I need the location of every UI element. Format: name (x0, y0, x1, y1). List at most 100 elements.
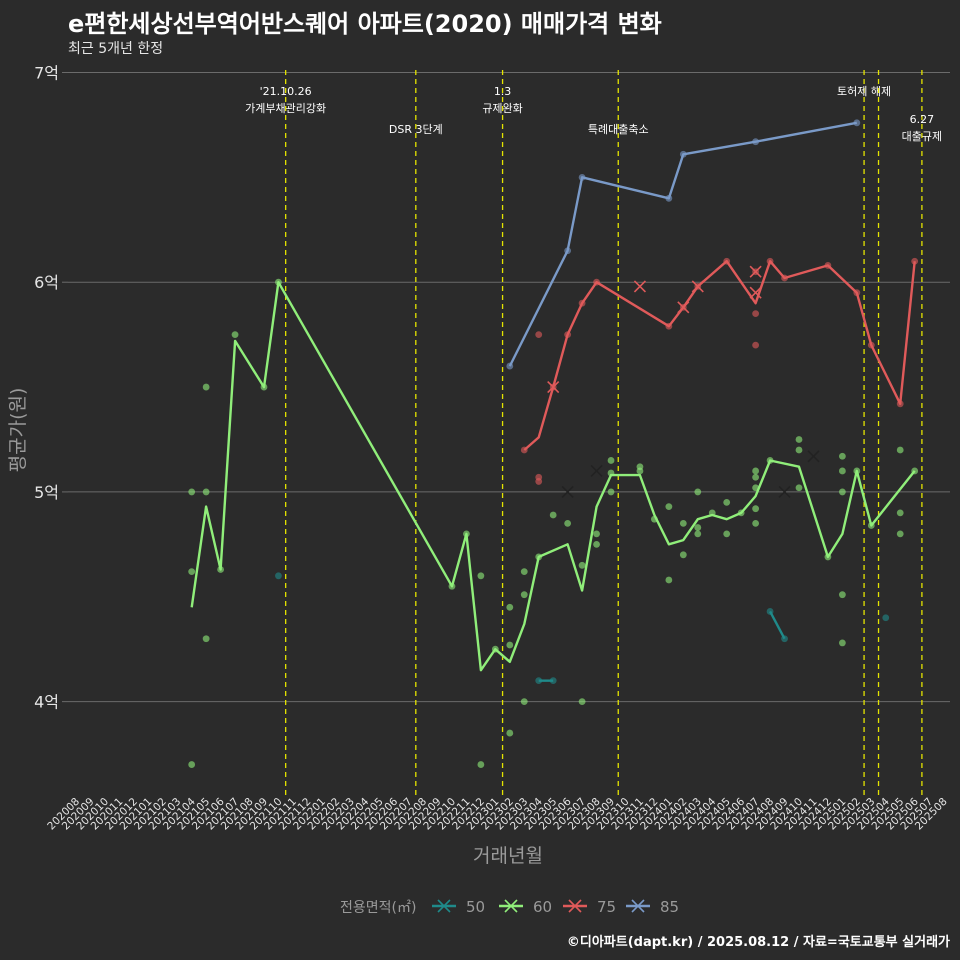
data-point-60 (549, 511, 557, 519)
cancel-marker-75 (749, 265, 762, 278)
chart-title: e편한세상선부역어반스퀘어 아파트(2020) 매매가격 변화 (68, 10, 662, 38)
series-line-75 (523, 260, 916, 451)
data-point-60 (188, 568, 196, 576)
data-point-60 (679, 551, 687, 559)
cancel-marker-75 (677, 301, 690, 314)
grid-lines (68, 71, 950, 703)
data-point-60 (231, 331, 239, 339)
y-tick-label: 5억 (34, 483, 59, 502)
cancel-marker-75 (633, 280, 647, 293)
data-point-60 (506, 641, 514, 649)
data-point-75 (535, 478, 543, 485)
event-label: 토허제 해제 (837, 84, 891, 98)
data-point-60 (752, 467, 760, 475)
series-line-50 (769, 610, 786, 640)
cancel-marker-60 (807, 450, 820, 463)
data-point-75 (752, 310, 760, 318)
cancel-marker-60 (561, 485, 574, 498)
data-point-60 (477, 761, 485, 768)
data-point-60 (506, 729, 514, 737)
data-point-60 (795, 436, 803, 443)
cancel-stroke (633, 280, 647, 293)
data-point-60 (520, 591, 528, 599)
data-point-60 (188, 488, 196, 496)
cancel-marker-75 (547, 380, 560, 394)
x-axis-title: 거래년월 (473, 845, 543, 867)
data-point-60 (477, 572, 485, 580)
data-point-60 (752, 473, 760, 481)
data-point-60 (202, 488, 210, 496)
cancel-stroke (590, 464, 603, 478)
data-point-60 (593, 540, 600, 548)
data-point-60 (896, 446, 904, 454)
cancel-stroke (778, 485, 791, 498)
data-point-60 (838, 591, 846, 599)
data-point-60 (795, 484, 803, 492)
legend-title: 전용면적(㎡) (340, 900, 416, 916)
cancel-marker-60 (778, 485, 791, 498)
data-point-60 (636, 467, 644, 475)
legend-label: 75 (597, 898, 616, 916)
series-layer (188, 119, 919, 768)
data-point-60 (520, 698, 528, 706)
data-point-60 (694, 524, 702, 531)
data-point-60 (723, 499, 731, 506)
legend-label: 50 (466, 898, 485, 916)
y-tick-label: 4억 (34, 693, 59, 712)
data-point-60 (593, 530, 600, 538)
event-label: 규제완화 (482, 102, 522, 115)
series-line-60 (190, 281, 916, 672)
legend-item-75: 75 (563, 898, 616, 916)
legend-label: 85 (660, 898, 679, 916)
data-point-60 (838, 488, 846, 496)
event-label: 대출규제 (902, 130, 942, 143)
data-point-60 (896, 530, 904, 538)
data-point-60 (520, 568, 528, 576)
data-point-60 (723, 530, 731, 538)
data-point-85 (853, 119, 861, 127)
data-point-60 (665, 576, 673, 584)
legend-item-50: 50 (432, 898, 485, 916)
legend-swatch-cross (504, 899, 518, 913)
data-point-60 (679, 519, 687, 527)
data-point-75 (752, 341, 760, 349)
series-line-85 (508, 121, 858, 367)
cancel-stroke (677, 301, 690, 314)
data-point-60 (506, 603, 514, 611)
data-point-60 (752, 519, 760, 527)
data-point-60 (838, 452, 846, 460)
chart-subtitle: 최근 5개년 한정 (68, 41, 164, 57)
y-tick-label: 7억 (34, 63, 59, 82)
legend-label: 60 (533, 898, 552, 916)
data-point-60 (564, 519, 572, 527)
source-caption: ©디아파트(dapt.kr) / 2025.08.12 / 자료=국토교통부 실… (566, 935, 950, 950)
data-point-60 (694, 530, 702, 538)
data-point-50 (275, 572, 282, 580)
event-label: 가계부채관리강화 (245, 102, 326, 115)
data-point-60 (607, 457, 615, 464)
axes: 4억5억6억7억20200820200920201020201120201220… (7, 63, 950, 867)
cancel-marker-60 (590, 464, 603, 478)
data-point-60 (838, 467, 846, 475)
cancel-stroke (691, 280, 704, 293)
legend-swatch-cross (568, 899, 582, 913)
data-point-60 (188, 761, 196, 768)
cancel-stroke (807, 450, 820, 463)
data-point-50 (882, 614, 890, 622)
legend-item-85: 85 (626, 898, 679, 916)
legend-item-60: 60 (499, 898, 552, 916)
data-point-60 (896, 509, 904, 517)
cancel-stroke (749, 286, 762, 299)
data-point-60 (202, 383, 210, 391)
cancel-marker-75 (691, 280, 704, 293)
y-tick-label: 6억 (34, 273, 59, 292)
data-point-60 (665, 503, 673, 510)
event-label: DSR 3단계 (389, 123, 443, 136)
cancel-marker-75 (749, 286, 762, 299)
y-axis-title: 평균가(원) (7, 388, 29, 473)
event-label: '21.10.26 (260, 85, 312, 98)
data-point-60 (795, 446, 803, 454)
legend-swatch-cross (437, 899, 451, 913)
